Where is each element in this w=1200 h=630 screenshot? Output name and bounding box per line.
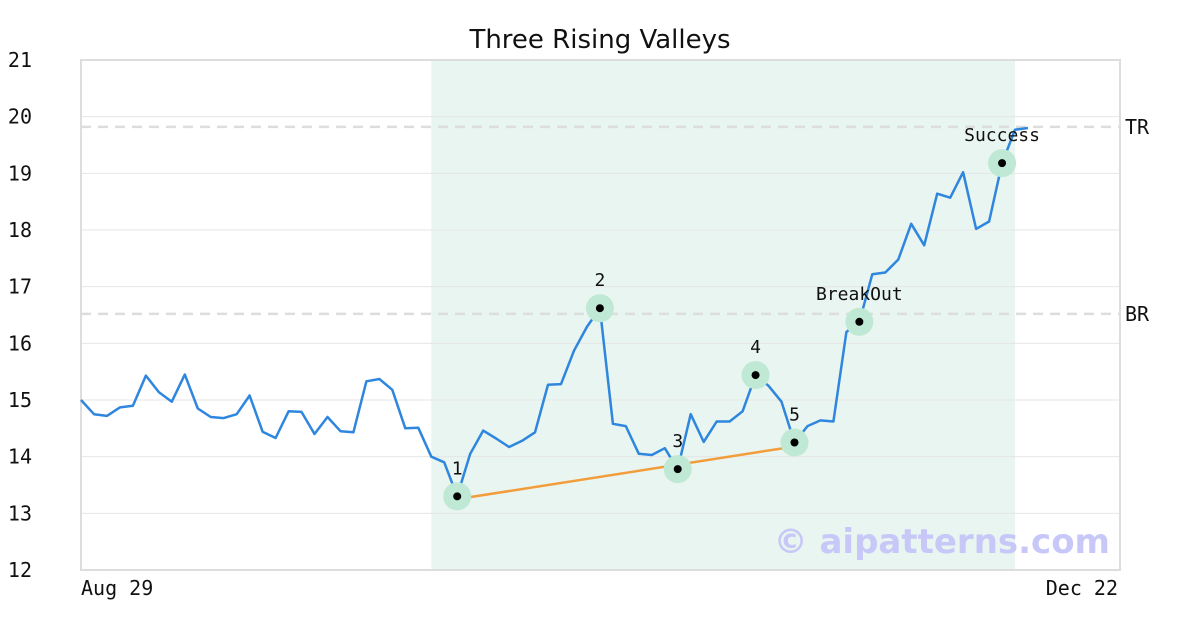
y-tick-label-19: 19	[8, 161, 32, 185]
support-line	[457, 445, 795, 501]
point-dot-4	[751, 371, 760, 380]
y-tick-label-16: 16	[8, 331, 32, 355]
level-label-tr: TR	[1125, 115, 1150, 139]
point-dot-2	[595, 304, 604, 313]
x-axis-ticks: Aug 29 Dec 22	[81, 576, 1118, 600]
point-label-1: 1	[452, 458, 463, 479]
y-tick-label-13: 13	[8, 501, 32, 525]
support-line-layer	[457, 445, 795, 501]
y-tick-label-17: 17	[8, 275, 32, 299]
y-tick-label-21: 21	[8, 48, 32, 72]
shaded-region-layer	[431, 60, 1016, 570]
point-dot-1	[453, 492, 462, 501]
point-label-4: 4	[750, 337, 761, 358]
series-layer	[80, 126, 1029, 498]
plot-frame	[80, 59, 1121, 571]
watermark-text: © aipatterns.com	[774, 522, 1110, 562]
point-dot-5	[790, 438, 799, 447]
point-label-2: 2	[594, 270, 605, 291]
y-tick-label-20: 20	[8, 105, 32, 129]
point-dot-3	[673, 465, 682, 474]
chart-title: Three Rising Valleys	[468, 25, 730, 55]
point-label-3: 3	[672, 431, 683, 452]
point-dot-success	[998, 159, 1007, 168]
y-tick-label-15: 15	[8, 388, 32, 412]
x-tick-label-start: Aug 29	[81, 576, 153, 600]
y-tick-label-12: 12	[8, 558, 32, 582]
point-label-success: Success	[964, 125, 1040, 146]
point-label-breakout: BreakOut	[816, 284, 903, 305]
x-tick-label-end: Dec 22	[1046, 576, 1118, 600]
pattern-points: 1 2 3 4 5 BreakOut Success	[443, 125, 1040, 511]
level-label-br: BR	[1125, 302, 1150, 326]
y-axis-ticks: 12 13 14 15 16 17 18 19 20 21	[8, 48, 32, 582]
price-series-line	[80, 126, 1029, 498]
y-tick-label-18: 18	[8, 218, 32, 242]
point-dot-breakout	[855, 317, 864, 326]
point-label-5: 5	[789, 405, 800, 426]
y-tick-label-14: 14	[8, 445, 32, 469]
shaded-region	[431, 60, 1016, 570]
